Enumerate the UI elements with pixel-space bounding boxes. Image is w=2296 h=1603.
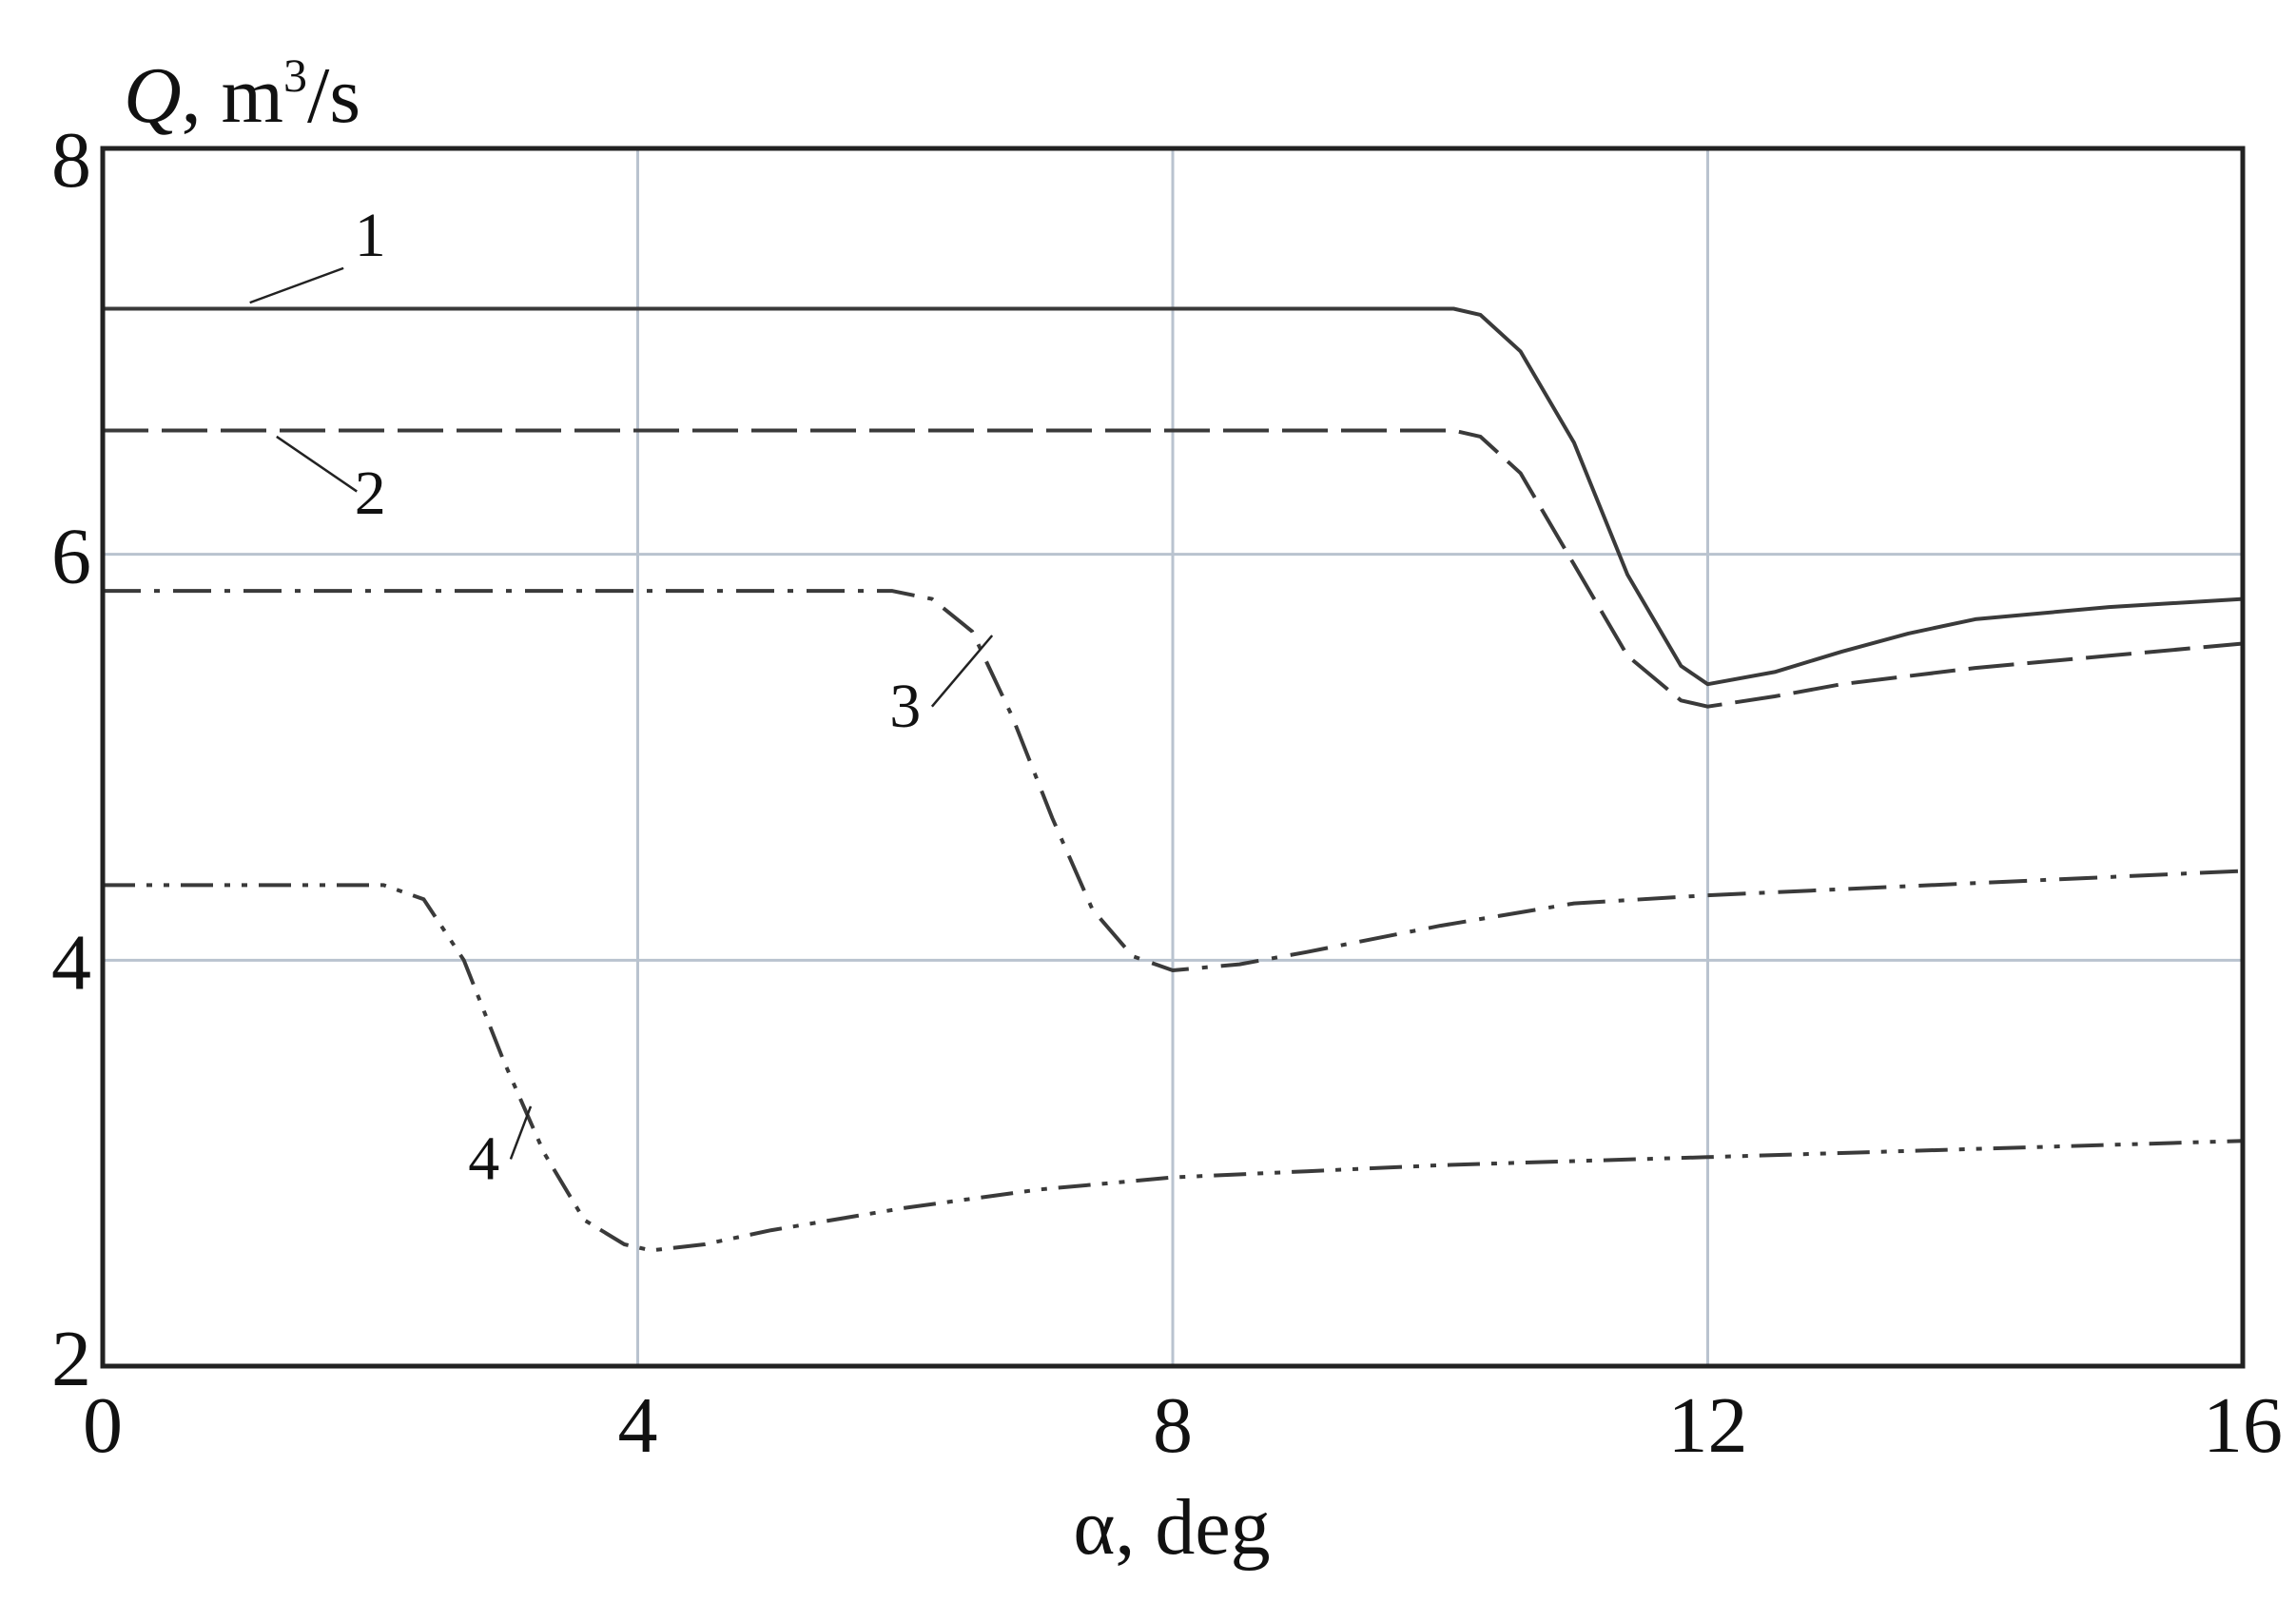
y-tick-label: 2: [51, 1315, 91, 1403]
series-line-3: [103, 589, 2244, 972]
leader-line-3: [930, 635, 994, 708]
y-axis-symbol: Q: [124, 51, 182, 140]
x-tick-label: 0: [83, 1381, 123, 1470]
x-tick-label: 8: [1153, 1381, 1193, 1470]
y-axis-unit-power: 3: [283, 49, 307, 102]
y-tick-label: 6: [51, 513, 91, 601]
curve-label-4: 4: [468, 1124, 499, 1194]
plot-frame: [100, 146, 2246, 1369]
curve-label-3: 3: [889, 672, 921, 741]
y-tick-label: 8: [51, 116, 91, 205]
y-axis-unit-prefix: , m: [182, 51, 283, 140]
grid: [103, 148, 2243, 1366]
series-line-4: [103, 883, 2244, 1253]
leader-line-1: [249, 266, 344, 304]
y-tick-label: 4: [51, 918, 91, 1007]
leader-line-2: [276, 435, 358, 493]
x-tick-label: 4: [618, 1381, 658, 1470]
series-line-2: [103, 428, 2244, 709]
y-axis-unit-suffix: /s: [307, 51, 360, 140]
y-axis-title: Q, m3/s: [124, 49, 360, 140]
x-tick-label: 12: [1668, 1381, 1748, 1470]
leader-line-4: [509, 1105, 533, 1160]
series-line-1: [103, 306, 2244, 687]
series-group: [103, 306, 2244, 1253]
curve-label-2: 2: [355, 459, 386, 528]
curve-labels: 1 2 3 4: [249, 201, 994, 1194]
x-axis-title: α, deg: [1073, 1483, 1270, 1572]
x-tick-label: 16: [2203, 1381, 2283, 1470]
curve-label-1: 1: [355, 201, 386, 270]
